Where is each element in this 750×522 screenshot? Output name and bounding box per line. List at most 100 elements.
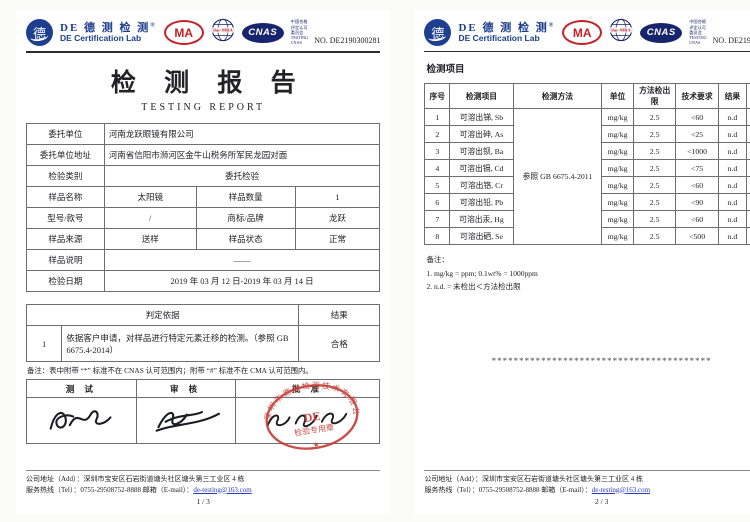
cell-item: 可溶出铅, Pb <box>449 193 514 211</box>
reviewer-signature <box>135 397 236 444</box>
judgment-basis-header: 判定依据 <box>25 304 300 326</box>
de-logo-char: 德 <box>32 26 46 41</box>
approver-signature <box>234 397 381 444</box>
info-label: 商标/品牌 <box>195 207 296 229</box>
accred-line: 评定认可 <box>689 24 706 30</box>
table-row: 1 可溶出锑, Sb 参照 GB 6675.4-2011 mg/kg 2.5 <… <box>424 108 750 245</box>
info-value: 送样 <box>103 228 197 250</box>
cell-requirement: <1000 <box>675 142 719 160</box>
accred-line: 中国合格 <box>689 19 706 25</box>
cell-result: n.d <box>717 142 748 160</box>
info-label: 委托单位 <box>26 123 105 145</box>
judgment-section: 判定依据 结果 1 依据客户申请，对样品进行特定元素迁移的检测。（参照 GB 6… <box>25 304 381 444</box>
accred-line: 委员会 <box>689 29 702 35</box>
header-divider <box>424 51 750 52</box>
judgment-row-number: 1 <box>25 325 63 362</box>
accreditation-text-block: 中国合格 评定认可 委员会 TESTING CNAS <box>689 19 706 45</box>
signature-table: 测 试 审 核 批 准 <box>26 379 381 444</box>
footer-email-link[interactable]: de-testing@163.com <box>591 485 651 494</box>
col-header-no: 序号 <box>424 83 451 109</box>
cma-badge-label: MA <box>174 25 194 40</box>
section-title: 检测项目 <box>426 65 465 75</box>
col-header-verdict: 判定 <box>746 83 750 109</box>
ilac-mra-badge-icon: ilac-MRA <box>609 18 633 47</box>
cell-item: 可溶出硒, Se <box>449 227 514 245</box>
cell-item: 可溶出镉, Cd <box>449 159 514 177</box>
accred-line: TESTING <box>290 35 309 41</box>
cnas-badge-icon: CNAS <box>241 22 284 43</box>
page2-header: 德 DE 德 测 检 测® DE Certification Lab MA il… <box>424 18 750 47</box>
page-number: 1 / 3 <box>196 497 210 507</box>
cell-mdl: 2.5 <box>632 227 677 245</box>
table-row: 8 可溶出硒, Se mg/kg 2.5 <500 n.d 符合 <box>424 227 750 245</box>
cell-unit: mg/kg <box>601 193 634 211</box>
info-value: 太阳镜 <box>103 186 197 208</box>
signature-header-approve: 批 准 <box>234 379 381 398</box>
accreditation-text-block: 中国合格 评定认可 委员会 TESTING CNAS <box>291 19 308 45</box>
registered-mark: ® <box>548 22 556 29</box>
cell-result: n.d <box>717 227 748 245</box>
judgment-basis: 依据客户申请，对样品进行特定元素迁移的检测。（参照 GB 6675.4-2014… <box>61 325 300 362</box>
cnas-badge-icon: CNAS <box>640 22 683 43</box>
cell-result: n.d <box>717 210 748 228</box>
table-row: 6 可溶出铅, Pb mg/kg 2.5 <90 n.d 符合 <box>424 193 750 211</box>
header-right: 中国合格 评定认可 委员会 TESTING CNAS NO. DE2190300… <box>689 19 750 45</box>
signature-header-test: 测 试 <box>26 379 137 398</box>
cell-item: 可溶出砷, As <box>449 125 514 143</box>
table-row: 检验日期 2019 年 03 月 12 日-2019 年 03 月 14 日 <box>26 270 381 292</box>
col-header-method: 检测方法 <box>512 83 603 109</box>
ilac-mra-badge-icon: ilac-MRA <box>211 18 235 47</box>
cell-requirement: <60 <box>675 176 719 194</box>
cell-requirement: <60 <box>675 210 719 228</box>
signature-scribble-icon <box>155 410 220 432</box>
tester-signature <box>26 397 137 444</box>
logo-name-en: DE Certification Lab <box>458 32 540 43</box>
cell-item: 可溶出钡, Ba <box>449 142 514 160</box>
cell-verdict: 符合 <box>746 227 750 245</box>
footer-email-link[interactable]: de-testing@163.com <box>193 485 252 494</box>
registered-mark: ® <box>150 22 157 29</box>
notes-title: 备注： <box>426 255 449 264</box>
header-right: 中国合格 评定认可 委员会 TESTING CNAS NO. DE2190300… <box>291 19 381 45</box>
cell-no: 2 <box>424 125 451 143</box>
logo-name-en: DE Certification Lab <box>60 32 142 43</box>
cnas-badge-label: CNAS <box>646 27 676 38</box>
signature-header-review: 审 核 <box>135 379 236 398</box>
table-row: 样品来源 送样 样品状态 正常 <box>26 228 381 250</box>
accred-line: CNAS <box>290 40 302 46</box>
info-label: 检验日期 <box>26 270 105 292</box>
table-row <box>26 397 381 444</box>
info-value: 委托检验 <box>103 165 381 187</box>
col-header-item: 检测项目 <box>449 83 514 109</box>
cell-no: 8 <box>424 227 451 245</box>
logo-name-cn: DE 德 测 检 测® <box>60 21 157 34</box>
cell-verdict: 符合 <box>746 210 750 228</box>
ilac-mra-label: ilac-MRA <box>611 27 631 32</box>
cell-no: 5 <box>424 176 451 194</box>
col-header-requirement: 技术要求 <box>675 83 719 109</box>
info-label: 样品说明 <box>26 249 105 271</box>
cell-unit: mg/kg <box>601 159 634 177</box>
accred-line: CNAS <box>689 40 701 46</box>
info-value: 河南省信阳市浉河区金牛山税务所军民龙园对面 <box>103 144 381 166</box>
info-label: 样品数量 <box>195 186 296 208</box>
table-row: 委托单位地址 河南省信阳市浉河区金牛山税务所军民龙园对面 <box>26 144 381 166</box>
cell-unit: mg/kg <box>601 142 634 160</box>
report-subtitle: TESTING REPORT <box>141 102 266 113</box>
info-label: 型号/款号 <box>26 207 105 229</box>
cell-item: 可溶出铬, Cr <box>449 176 514 194</box>
judgment-table: 判定依据 结果 1 依据客户申请，对样品进行特定元素迁移的检测。（参照 GB 6… <box>25 304 381 362</box>
info-value: 河南龙跃眼镜有限公司 <box>103 123 381 145</box>
info-value: 正常 <box>294 228 381 250</box>
cell-result: n.d <box>717 193 748 211</box>
page1-footer: 公司地址（Add）：深圳市宝安区石岩街道塘头社区塘头第三工业区 4 栋 服务热线… <box>26 469 381 508</box>
cell-mdl: 2.5 <box>632 193 677 211</box>
table-row: 样品名称 太阳镜 样品数量 1 <box>26 186 381 208</box>
cell-result: n.d <box>717 176 748 194</box>
cell-unit: mg/kg <box>601 227 634 245</box>
cell-no: 6 <box>424 193 451 211</box>
judgment-result-header: 结果 <box>298 304 381 326</box>
cell-requirement: <90 <box>675 193 719 211</box>
page1-header: 德 DE 德 测 检 测® DE Certification Lab MA il… <box>26 18 380 47</box>
table-row: 4 可溶出镉, Cd mg/kg 2.5 <75 n.d 符合 <box>424 159 750 177</box>
